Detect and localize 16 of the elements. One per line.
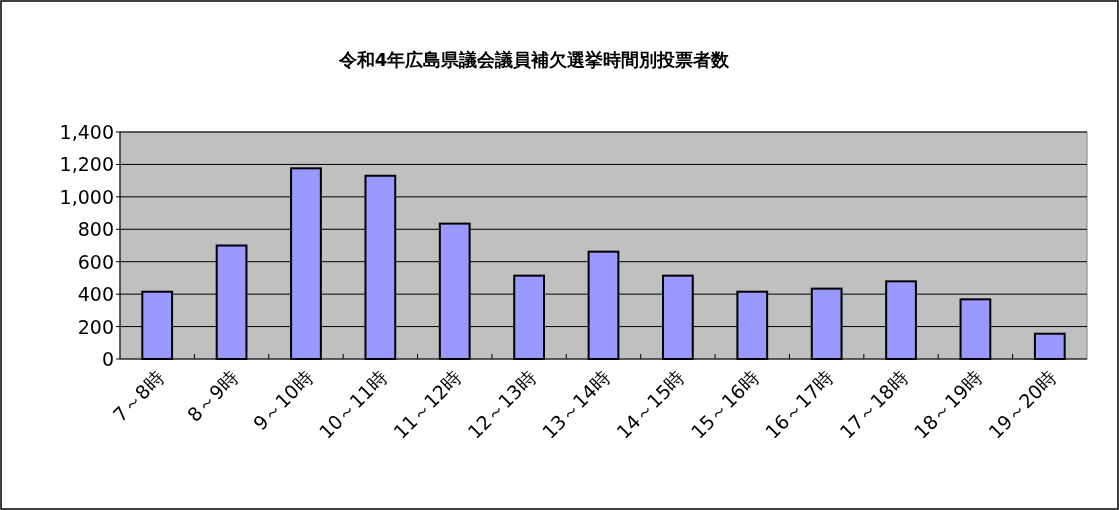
y-tick-label: 200 — [77, 315, 114, 338]
x-tick-label: 9～10時 — [248, 366, 317, 435]
x-tick-label: 14～15時 — [612, 366, 689, 443]
y-tick-label: 1,200 — [59, 153, 114, 176]
chart-title: 令和4年広島県議会議員補欠選挙時間別投票者数 — [337, 49, 731, 70]
x-tick-label: 13～14時 — [537, 366, 615, 443]
y-tick-label: 400 — [77, 283, 114, 306]
x-tick-label: 19～20時 — [984, 366, 1061, 443]
y-tick-label: 600 — [77, 250, 114, 273]
y-tick-label: 1,400 — [59, 121, 114, 143]
y-tick-label: 1,000 — [59, 185, 114, 208]
x-tick-label: 8～9時 — [182, 366, 243, 426]
x-tick-label: 18～19時 — [909, 366, 987, 443]
x-tick-label: 17～18時 — [835, 366, 912, 443]
x-tick-label: 12～13時 — [463, 366, 540, 443]
y-tick-label: 800 — [77, 218, 114, 241]
